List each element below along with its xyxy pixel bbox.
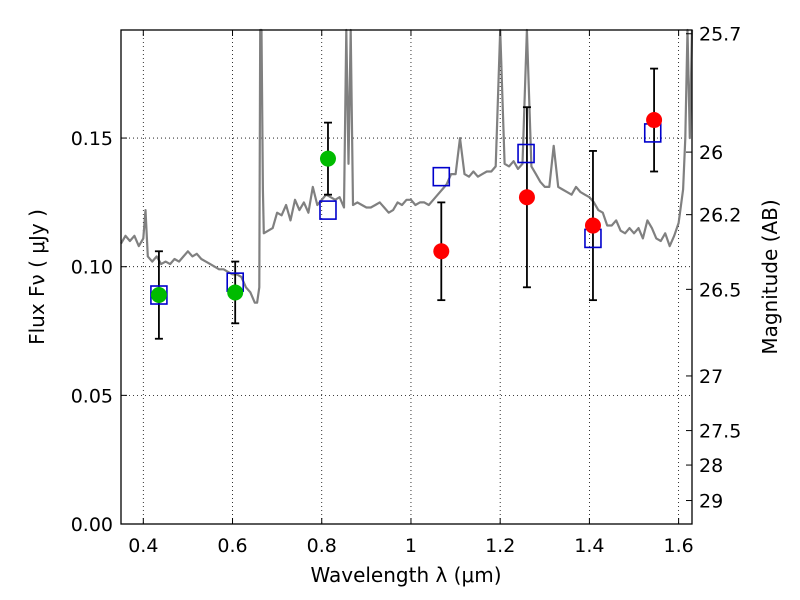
magnitude-tick-label: 26 bbox=[699, 142, 723, 164]
detection-marker bbox=[584, 217, 601, 234]
magnitude-tick-label: 29 bbox=[699, 491, 723, 513]
model-square-marker bbox=[517, 143, 535, 164]
x-axis-label: Wavelength λ (μm) bbox=[310, 563, 501, 587]
y-tick-label: 0.15 bbox=[71, 128, 113, 150]
x-tick-label: 1.2 bbox=[485, 535, 515, 557]
magnitude-tick-label: 25.7 bbox=[699, 24, 741, 46]
x-tick-labels: 0.4 0.6 0.8 1 1.2 1.4 1.6 bbox=[128, 535, 694, 557]
magnitude-tick-label: 27.5 bbox=[699, 421, 741, 443]
x-tick-label: 0.4 bbox=[128, 535, 158, 557]
x-tick-label: 1 bbox=[405, 535, 417, 557]
detection-points bbox=[150, 112, 663, 304]
x-tick-label: 1.6 bbox=[664, 535, 694, 557]
detection-marker bbox=[319, 150, 336, 167]
magnitude-tick-label: 28 bbox=[699, 455, 723, 477]
detection-marker bbox=[433, 243, 450, 260]
y-axis-label: Flux Fν ( μJy ) bbox=[25, 209, 49, 345]
plot-frame bbox=[120, 29, 693, 525]
spectrum-curve bbox=[120, 28, 694, 304]
x-tick-label: 1.4 bbox=[574, 535, 604, 557]
detection-marker bbox=[227, 284, 244, 301]
detection-marker bbox=[150, 287, 167, 304]
y-tick-label: 0.00 bbox=[71, 514, 113, 536]
detection-marker bbox=[518, 189, 535, 206]
model-square-marker bbox=[319, 200, 337, 220]
x-tick-label: 0.8 bbox=[307, 535, 337, 557]
magnitude-tick-label: 26.5 bbox=[699, 279, 741, 301]
y-tick-label: 0.05 bbox=[71, 385, 113, 407]
spectrum-line bbox=[120, 28, 694, 304]
detection-marker bbox=[646, 112, 663, 129]
y2-axis-label: Magnitude (AB) bbox=[758, 199, 782, 354]
magnitude-tick-labels: 25.7 26 26.2 26.5 27 27.5 28 29 bbox=[699, 24, 741, 513]
y-tick-label: 0.10 bbox=[71, 257, 113, 279]
y-tick-labels: 0.00 0.05 0.10 0.15 bbox=[71, 128, 113, 536]
ticks bbox=[121, 30, 692, 525]
magnitude-tick-label: 27 bbox=[699, 366, 723, 388]
x-tick-label: 0.6 bbox=[217, 535, 247, 557]
magnitude-tick-label: 26.2 bbox=[699, 205, 741, 227]
model-square-marker bbox=[432, 166, 451, 187]
